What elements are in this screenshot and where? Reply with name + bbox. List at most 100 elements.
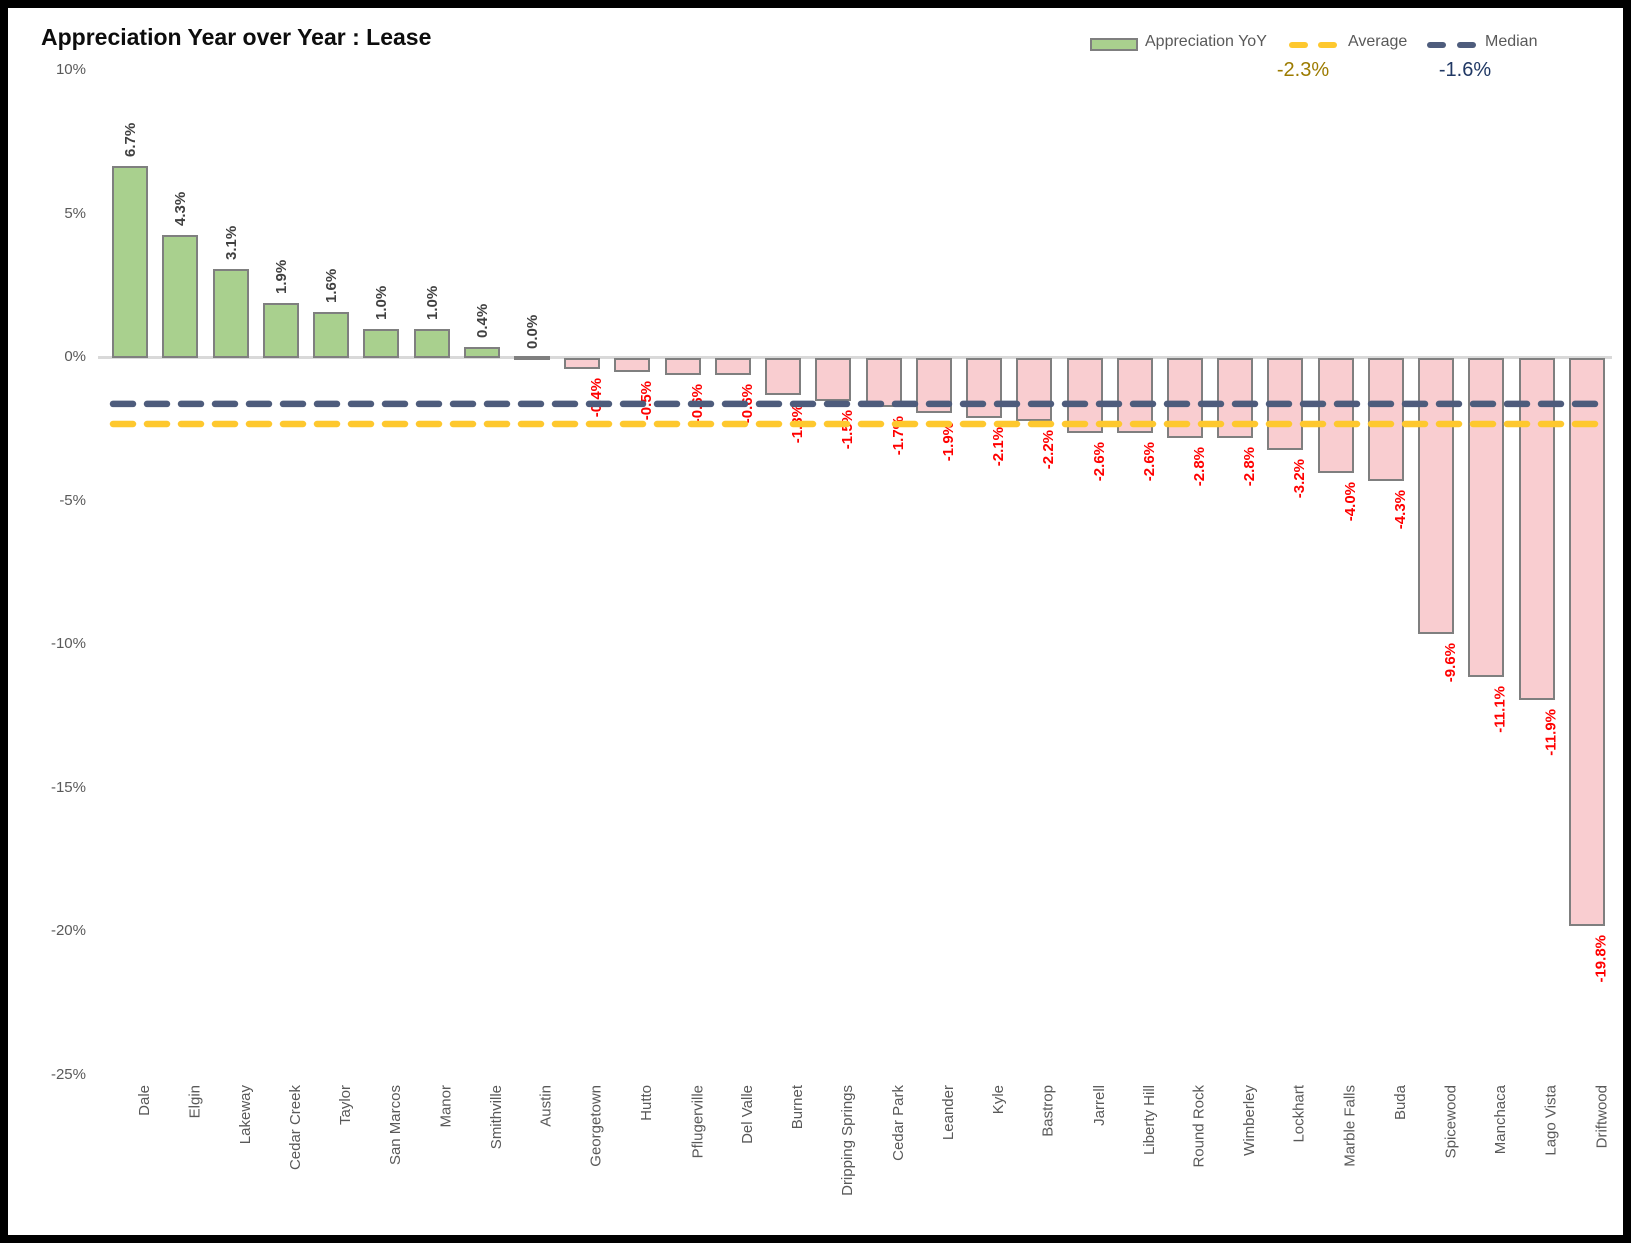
- bar-value-label: -2.6%: [1091, 442, 1108, 482]
- category-label-buda: Buda: [1392, 1085, 1409, 1121]
- bar-value-label: -1.3%: [789, 404, 806, 444]
- category-label-manor: Manor: [438, 1085, 455, 1128]
- bar-marble-falls[interactable]: [1318, 358, 1354, 473]
- bar-round-rock[interactable]: [1167, 358, 1203, 438]
- category-label-lockhart: Lockhart: [1291, 1085, 1308, 1143]
- category-label-jarrell: Jarrell: [1091, 1085, 1108, 1126]
- category-label-hutto: Hutto: [638, 1085, 655, 1121]
- category-label-del-valle: Del Valle: [739, 1085, 756, 1144]
- category-label-cedar-park: Cedar Park: [890, 1085, 907, 1161]
- category-label-burnet: Burnet: [789, 1085, 806, 1130]
- category-label-bastrop: Bastrop: [1040, 1085, 1057, 1137]
- y-axis-tick-label: -10%: [50, 635, 86, 652]
- bar-value-label: 0.4%: [474, 303, 491, 338]
- bar-value-label: -1.9%: [940, 422, 957, 462]
- legend-median-dash-icon: [1457, 42, 1476, 48]
- bar-value-label: -1.7%: [890, 416, 907, 456]
- bar-value-label: 1.6%: [323, 268, 340, 303]
- category-label-kyle: Kyle: [990, 1085, 1007, 1115]
- bar-burnet[interactable]: [765, 358, 801, 395]
- bar-value-label: -9.6%: [1442, 643, 1459, 683]
- category-label-lakeway: Lakeway: [237, 1085, 254, 1145]
- bar-value-label: -4.3%: [1392, 490, 1409, 530]
- legend-series-swatch[interactable]: [1090, 38, 1138, 51]
- bar-austin[interactable]: [514, 356, 550, 360]
- category-label-wimberley: Wimberley: [1241, 1085, 1258, 1156]
- bar-value-label: -11.9%: [1543, 709, 1560, 756]
- category-label-san-marcos: San Marcos: [387, 1085, 404, 1166]
- bar-value-label: -0.6%: [739, 384, 756, 424]
- bar-wimberley[interactable]: [1217, 358, 1253, 438]
- y-axis-tick-label: -15%: [50, 779, 86, 796]
- bar-cedar-creek[interactable]: [263, 303, 299, 358]
- legend-series-label[interactable]: Appreciation YoY: [1145, 33, 1267, 50]
- category-label-austin: Austin: [538, 1085, 555, 1127]
- category-label-cedar-creek: Cedar Creek: [287, 1085, 304, 1171]
- category-label-manchaca: Manchaca: [1492, 1085, 1509, 1155]
- bar-hutto[interactable]: [614, 358, 650, 372]
- bar-lago-vista[interactable]: [1519, 358, 1555, 700]
- bar-del-valle[interactable]: [715, 358, 751, 375]
- bar-value-label: 6.7%: [122, 122, 139, 157]
- legend-median-label[interactable]: Median: [1485, 33, 1538, 50]
- bar-value-label: -4.0%: [1342, 482, 1359, 522]
- category-label-dripping-springs: Dripping Springs: [839, 1085, 856, 1196]
- category-label-dale: Dale: [136, 1085, 153, 1116]
- bar-driftwood[interactable]: [1569, 358, 1605, 926]
- chart-title: Appreciation Year over Year : Lease: [41, 24, 432, 50]
- bar-taylor[interactable]: [313, 312, 349, 358]
- bar-value-label: -2.1%: [990, 427, 1007, 467]
- bar-dale[interactable]: [112, 166, 148, 358]
- bar-buda[interactable]: [1368, 358, 1404, 481]
- legend-median-value: -1.6%: [1438, 59, 1492, 81]
- bar-value-label: -0.5%: [638, 381, 655, 421]
- bar-value-label: 1.9%: [273, 259, 290, 294]
- bar-value-label: 0.0%: [524, 314, 541, 349]
- y-axis-tick-label: -20%: [50, 922, 86, 939]
- bar-georgetown[interactable]: [564, 358, 600, 369]
- category-label-driftwood: Driftwood: [1593, 1085, 1610, 1149]
- bar-smithville[interactable]: [464, 347, 500, 358]
- bar-value-label: -0.6%: [689, 384, 706, 424]
- legend-average-label[interactable]: Average: [1348, 33, 1408, 50]
- bar-manchaca[interactable]: [1468, 358, 1504, 677]
- bar-value-label: -2.8%: [1191, 447, 1208, 487]
- bar-kyle[interactable]: [966, 358, 1002, 418]
- y-axis-tick-label: 5%: [64, 205, 86, 222]
- category-label-leander: Leander: [940, 1085, 957, 1141]
- category-label-pflugerville: Pflugerville: [689, 1085, 706, 1159]
- legend-average-dash-icon: [1318, 42, 1337, 48]
- category-label-liberty-hill: Liberty Hill: [1141, 1085, 1158, 1156]
- bar-pflugerville[interactable]: [665, 358, 701, 375]
- bar-manor[interactable]: [414, 329, 450, 358]
- bar-value-label: -1.5%: [839, 410, 856, 450]
- category-label-round-rock: Round Rock: [1191, 1085, 1208, 1168]
- bar-leander[interactable]: [916, 358, 952, 413]
- bar-liberty-hill[interactable]: [1117, 358, 1153, 433]
- y-axis-tick-label: -25%: [50, 1066, 86, 1083]
- bar-value-label: -2.6%: [1141, 442, 1158, 482]
- legend-median-dash-icon: [1427, 42, 1446, 48]
- bar-bastrop[interactable]: [1016, 358, 1052, 421]
- bar-value-label: -0.4%: [588, 378, 605, 418]
- category-label-georgetown: Georgetown: [588, 1085, 605, 1167]
- x-axis-zero-line: [98, 356, 1612, 359]
- bar-lockhart[interactable]: [1267, 358, 1303, 450]
- bar-value-label: 4.3%: [172, 191, 189, 226]
- bar-san-marcos[interactable]: [363, 329, 399, 358]
- bar-cedar-park[interactable]: [866, 358, 902, 407]
- bar-elgin[interactable]: [162, 235, 198, 358]
- y-axis-tick-label: -5%: [59, 492, 86, 509]
- bar-jarrell[interactable]: [1067, 358, 1103, 433]
- bar-value-label: -19.8%: [1593, 935, 1610, 983]
- bar-dripping-springs[interactable]: [815, 358, 851, 401]
- bar-value-label: 1.0%: [373, 285, 390, 320]
- bar-spicewood[interactable]: [1418, 358, 1454, 634]
- bar-value-label: -11.1%: [1492, 686, 1509, 733]
- bar-lakeway[interactable]: [213, 269, 249, 358]
- category-label-spicewood: Spicewood: [1442, 1085, 1459, 1159]
- reference-lines: [109, 400, 1612, 428]
- y-axis-tick-label: 10%: [55, 61, 86, 78]
- category-label-smithville: Smithville: [488, 1085, 505, 1150]
